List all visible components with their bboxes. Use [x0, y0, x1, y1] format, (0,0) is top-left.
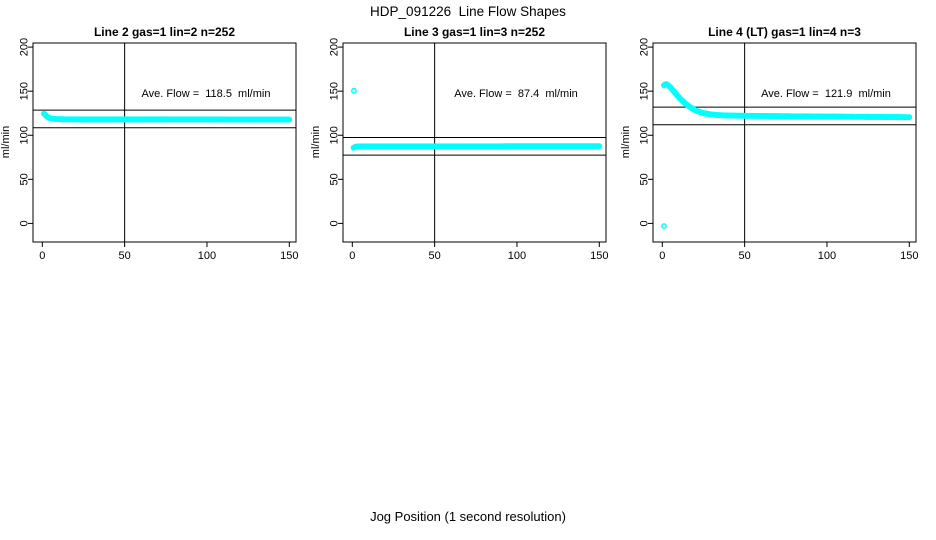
x-tick-label: 50 — [119, 250, 131, 262]
y-tick-label: 100 — [329, 126, 341, 144]
plot-frame: 0 50 100 150 200 0 50 100 150 — [639, 38, 919, 262]
panel-title: Line 3 gas=1 lin=3 n=252 — [404, 25, 545, 39]
y-tick-label: 100 — [19, 126, 31, 144]
y-tick-label: 200 — [19, 38, 31, 56]
ave-flow-annotation: Ave. Flow = 121.9 ml/min — [761, 88, 891, 100]
y-tick-label: 150 — [329, 82, 341, 100]
x-tick-label: 50 — [429, 250, 441, 262]
x-axis-outer-label: Jog Position (1 second resolution) — [370, 509, 566, 524]
y-tick-label: 0 — [19, 220, 31, 226]
y-tick-label: 0 — [639, 220, 651, 226]
x-tick-label: 50 — [739, 250, 751, 262]
data-point — [350, 87, 357, 94]
ave-flow-annotation: Ave. Flow = 87.4 ml/min — [454, 88, 578, 100]
y-tick-label: 50 — [329, 173, 341, 185]
y-tick-label: 200 — [639, 38, 651, 56]
plot-frame: 0 50 100 150 200 0 50 100 150 — [329, 38, 609, 262]
data-point — [906, 114, 913, 121]
x-tick-label: 100 — [508, 250, 526, 262]
y-axis-label: ml/min — [310, 126, 322, 158]
y-tick-label: 50 — [639, 173, 651, 185]
panel-line3: Line 3 gas=1 lin=3 n=252 ml/min Ave. Flo… — [310, 25, 609, 262]
x-tick-label: 150 — [280, 250, 298, 262]
x-tick-label: 100 — [198, 250, 216, 262]
y-tick-label: 0 — [329, 220, 341, 226]
y-tick-label: 50 — [19, 173, 31, 185]
data-point — [660, 223, 667, 229]
y-axis-label: ml/min — [0, 126, 12, 158]
y-tick-label: 100 — [639, 126, 651, 144]
y-tick-label: 150 — [639, 82, 651, 100]
panel-title: Line 2 gas=1 lin=2 n=252 — [94, 25, 235, 39]
x-tick-label: 150 — [900, 250, 918, 262]
panel-title: Line 4 (LT) gas=1 lin=4 n=3 — [708, 25, 861, 39]
data-point — [286, 116, 293, 123]
data-point — [596, 143, 603, 150]
x-tick-label: 0 — [349, 250, 355, 262]
x-tick-label: 0 — [39, 250, 45, 262]
panel-line2: Line 2 gas=1 lin=2 n=252 ml/min Ave. Flo… — [0, 25, 299, 262]
y-tick-label: 200 — [329, 38, 341, 56]
plot-box — [652, 42, 917, 243]
x-tick-label: 150 — [590, 250, 608, 262]
plot-box — [342, 42, 607, 243]
panel-line4: Line 4 (LT) gas=1 lin=4 n=3 ml/min Ave. … — [620, 25, 919, 262]
plot-frame: 0 50 100 150 200 0 50 100 150 — [19, 38, 299, 262]
ave-flow-annotation: Ave. Flow = 118.5 ml/min — [142, 88, 271, 100]
x-tick-label: 0 — [659, 250, 665, 262]
y-axis-label: ml/min — [620, 126, 632, 158]
y-tick-label: 150 — [19, 82, 31, 100]
plot-box — [32, 42, 297, 243]
figure-title: HDP_091226 Line Flow Shapes — [370, 4, 566, 19]
x-tick-label: 100 — [818, 250, 836, 262]
